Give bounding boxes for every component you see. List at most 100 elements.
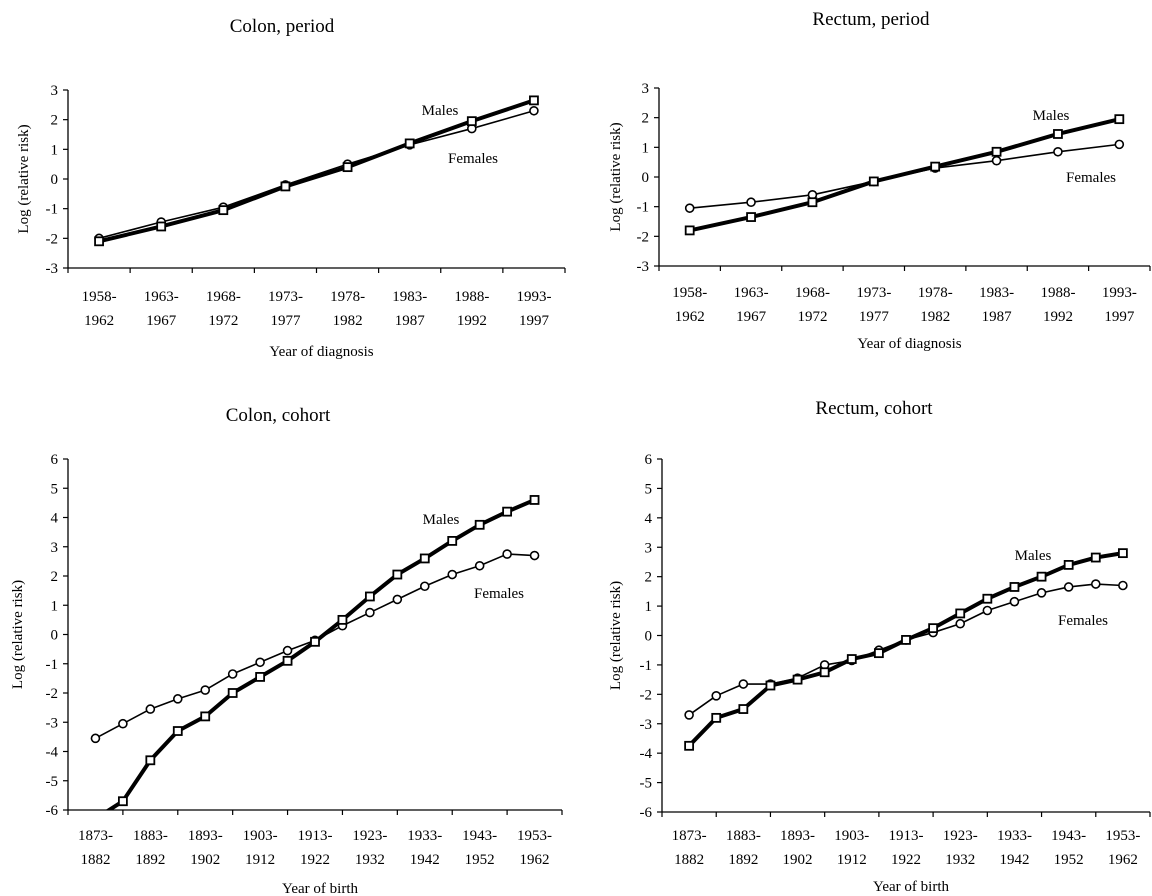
y-tick-label: -3 <box>46 715 59 731</box>
data-point-square <box>1090 552 1101 563</box>
data-point-square <box>991 146 1002 157</box>
data-point-circle <box>502 549 512 559</box>
data-point-square <box>711 712 722 723</box>
x-tick-label: 1972 <box>208 313 238 329</box>
x-tick-label: 1978- <box>918 285 953 301</box>
chart-title: Rectum, cohort <box>815 398 933 419</box>
y-tick-label: 3 <box>51 83 59 99</box>
y-tick-label: -2 <box>640 687 653 703</box>
x-tick-label: 1942 <box>410 852 440 868</box>
data-point-square <box>738 704 749 714</box>
data-point-square <box>200 711 211 722</box>
data-point-circle <box>529 105 539 116</box>
x-tick-label: 1883- <box>133 828 168 844</box>
x-tick-label: 1892 <box>728 852 758 868</box>
data-point-circle <box>529 550 540 561</box>
x-tick-label: 1983- <box>392 289 427 305</box>
data-point-square <box>1053 129 1063 139</box>
x-tick-label: 1913- <box>889 828 924 844</box>
y-tick-label: 1 <box>51 142 59 158</box>
data-point-square <box>529 95 539 106</box>
x-tick-label: 1882 <box>674 852 704 868</box>
y-axis-label: Log (relative risk) <box>608 122 624 231</box>
x-tick-label: 1963- <box>144 289 179 305</box>
data-point-circle <box>684 203 695 213</box>
y-tick-label: -1 <box>46 657 59 673</box>
series-line-males <box>105 498 536 810</box>
x-tick-label: 1997 <box>519 313 550 329</box>
data-point-circle <box>227 669 238 679</box>
data-point-circle <box>684 710 694 720</box>
y-tick-label: -2 <box>637 229 650 245</box>
x-tick-label: 1933- <box>997 828 1032 844</box>
data-point-square <box>1009 582 1020 592</box>
series-females <box>684 139 1125 213</box>
x-tick-label: 1912 <box>245 852 275 868</box>
x-tick-label: 1912 <box>837 852 867 868</box>
data-point-circle <box>172 694 183 704</box>
x-tick-label: 1882 <box>80 852 110 868</box>
series-label-females: Females <box>1058 613 1108 629</box>
x-tick-label: 1962 <box>675 309 705 325</box>
x-tick-label: 1967 <box>736 309 767 325</box>
series-label-females: Females <box>1066 170 1116 186</box>
y-tick-label: 4 <box>51 511 59 527</box>
y-tick-label: 6 <box>645 452 653 468</box>
data-point-square <box>529 495 540 505</box>
y-tick-label: -5 <box>640 776 653 792</box>
x-tick-label: 1923- <box>943 828 978 844</box>
data-point-square <box>1036 571 1047 582</box>
data-point-square <box>156 221 167 232</box>
x-tick-label: 1988- <box>454 289 489 305</box>
y-tick-label: 1 <box>645 599 653 615</box>
data-point-square <box>145 755 156 766</box>
series-males <box>105 495 540 810</box>
y-tick-label: 4 <box>645 511 653 527</box>
data-point-square <box>868 176 879 187</box>
data-point-square <box>1117 548 1128 559</box>
series-males <box>684 114 1125 236</box>
data-point-circle <box>447 569 458 580</box>
x-tick-label: 1967 <box>146 313 177 329</box>
y-tick-label: 2 <box>51 569 59 585</box>
data-point-square <box>873 648 884 659</box>
data-point-square <box>282 655 293 666</box>
y-tick-label: -5 <box>46 774 59 790</box>
data-point-square <box>404 138 415 149</box>
x-tick-label: 1973- <box>856 285 891 301</box>
data-point-square <box>819 667 830 678</box>
series-label-males: Males <box>1015 548 1052 564</box>
data-point-square <box>280 181 291 192</box>
data-point-circle <box>474 560 485 571</box>
series-label-females: Females <box>474 586 524 602</box>
y-tick-label: -6 <box>46 803 59 819</box>
data-point-circle <box>711 691 722 701</box>
x-tick-label: 1997 <box>1104 309 1135 325</box>
data-point-square <box>746 212 756 222</box>
x-tick-label: 1873- <box>672 828 707 844</box>
chart-title: Colon, period <box>230 16 335 37</box>
data-point-square <box>928 623 939 634</box>
x-tick-label: 1978- <box>330 289 365 305</box>
x-tick-label: 1943- <box>1051 828 1086 844</box>
data-point-square <box>474 519 485 530</box>
data-point-circle <box>419 581 430 592</box>
data-point-square <box>227 688 238 698</box>
data-point-square <box>901 635 911 645</box>
data-point-circle <box>282 645 293 656</box>
y-tick-label: 0 <box>51 172 59 188</box>
x-tick-label: 1958- <box>672 285 707 301</box>
x-tick-label: 1958- <box>82 289 117 305</box>
x-tick-label: 1973- <box>268 289 303 305</box>
y-axis-label: Log (relative risk) <box>16 124 32 233</box>
x-tick-label: 1977 <box>859 309 890 325</box>
x-tick-label: 1982 <box>920 309 950 325</box>
data-point-square <box>1063 560 1074 570</box>
series-label-males: Males <box>1033 108 1070 124</box>
x-tick-label: 1933- <box>407 828 442 844</box>
data-point-square <box>172 726 183 736</box>
x-tick-label: 1963- <box>734 285 769 301</box>
y-tick-label: -1 <box>640 658 653 674</box>
x-axis-label: Year of birth <box>282 881 358 896</box>
